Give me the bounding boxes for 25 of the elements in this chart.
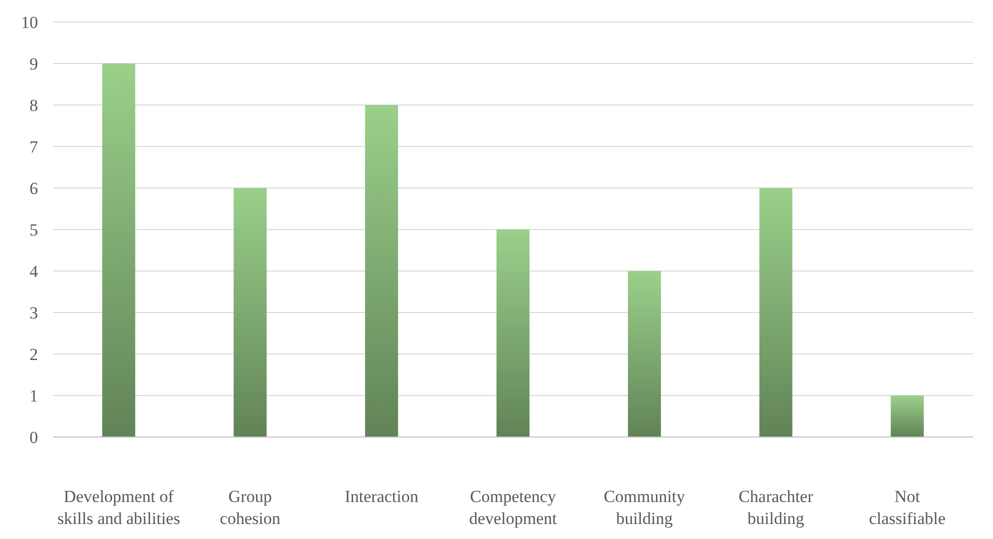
- y-tick-label: 4: [30, 262, 38, 281]
- bar: [102, 64, 136, 437]
- x-tick-label: Development of skills and abilities: [57, 487, 180, 528]
- y-tick-label: 1: [30, 386, 38, 406]
- bar: [628, 271, 661, 437]
- bar: [759, 188, 792, 437]
- x-tick-label: Group cohesion: [220, 487, 281, 528]
- bar: [365, 105, 398, 437]
- bar: [234, 188, 267, 437]
- y-tick-label: 0: [30, 428, 38, 447]
- y-tick-label: 3: [30, 303, 38, 322]
- y-tick-label: 6: [30, 178, 38, 198]
- bar: [890, 396, 924, 437]
- x-tick-label: Charachter building: [738, 487, 814, 528]
- x-tick-label: Interaction: [344, 487, 419, 506]
- y-tick-label: 7: [30, 137, 38, 156]
- y-tick-label: 8: [30, 96, 38, 115]
- y-tick-label: 2: [30, 344, 38, 364]
- x-tick-label: Community building: [604, 487, 686, 528]
- y-tick-label: 10: [21, 12, 38, 32]
- bar: [496, 230, 530, 437]
- x-tick-label: Not classifiable: [869, 487, 946, 528]
- x-tick-label: Competency development: [469, 487, 558, 528]
- y-tick-label: 5: [30, 220, 38, 240]
- y-tick-label: 9: [30, 54, 38, 74]
